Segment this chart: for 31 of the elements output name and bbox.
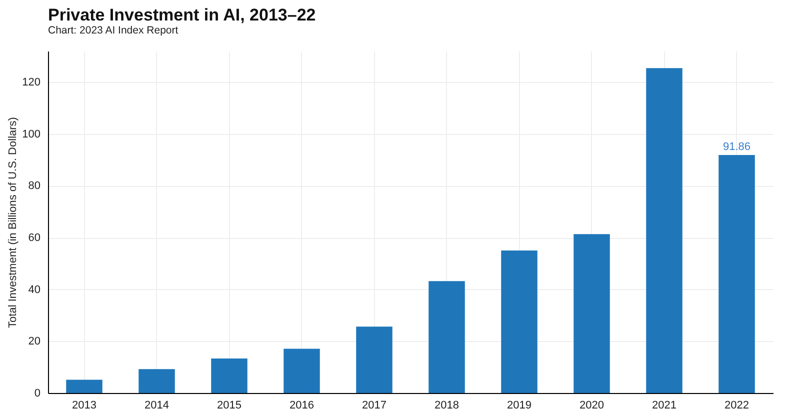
- x-tick-label: 2015: [217, 400, 242, 412]
- x-tick-label: 2022: [724, 400, 749, 412]
- chart-title: Private Investment in AI, 2013–22: [48, 6, 316, 24]
- x-tick-label: 2019: [507, 400, 532, 412]
- bar: [211, 358, 248, 393]
- x-tick-label: 2021: [652, 400, 676, 412]
- y-tick-label: 20: [28, 336, 40, 348]
- bar: [66, 380, 102, 393]
- x-tick-label: 2013: [72, 400, 96, 412]
- x-tick-label: 2018: [434, 400, 459, 412]
- y-tick-label: 60: [28, 232, 40, 244]
- y-tick-label: 40: [28, 284, 40, 296]
- bar: [428, 281, 465, 393]
- bar: [574, 234, 610, 393]
- x-tick-label: 2014: [144, 400, 169, 412]
- x-tick-label: 2017: [362, 400, 386, 412]
- data-label: 91.86: [722, 141, 751, 153]
- bar: [646, 68, 682, 393]
- y-tick-label: 80: [28, 180, 40, 192]
- y-tick-label: 100: [22, 128, 40, 140]
- bar: [284, 348, 320, 393]
- y-axis-title: Total Investment (in Billions of U.S. Dollars): [7, 117, 20, 328]
- bar: [501, 250, 538, 393]
- y-tick-label: 120: [22, 76, 40, 89]
- x-tick-label: 2020: [580, 400, 604, 412]
- bar: [718, 155, 755, 393]
- bar: [356, 326, 392, 393]
- bar: [138, 369, 175, 393]
- y-tick-label: 0: [34, 388, 40, 400]
- text: Chart: 2023 AI Index Report: [48, 24, 178, 36]
- x-tick-label: 2016: [290, 400, 314, 412]
